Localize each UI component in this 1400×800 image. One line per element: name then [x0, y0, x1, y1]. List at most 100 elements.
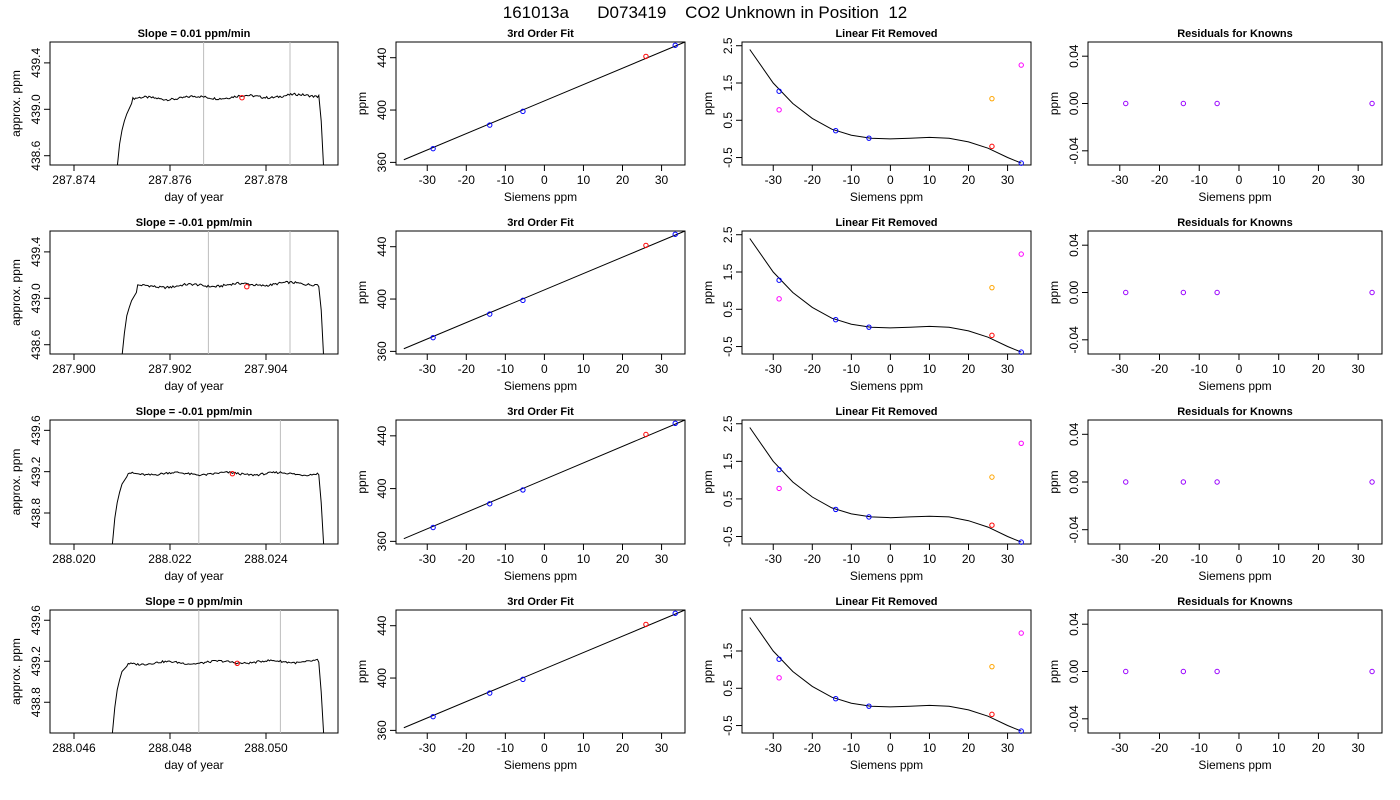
data-point [1018, 349, 1024, 355]
data-point [487, 311, 493, 317]
data-point [520, 676, 526, 683]
figure-title: 161013a D073419 CO2 Unknown in Position … [503, 3, 907, 22]
x-tick-label: -10 [843, 173, 861, 187]
x-tick-label: 0 [1236, 362, 1243, 376]
plot-frame [49, 230, 339, 355]
data-point [487, 122, 493, 128]
x-tick-label: 10 [1272, 552, 1286, 566]
y-tick-label: 360 [375, 341, 389, 361]
data-point [866, 135, 872, 141]
residual-curve [749, 427, 1022, 543]
x-axis-label: Siemens ppm [504, 569, 577, 583]
residuals-panel: Residuals for Knowns -30 -20 -10 0 10 20 30 Siem… [1047, 596, 1383, 772]
x-axis-label: Siemens ppm [504, 758, 577, 772]
plot-frame [49, 419, 339, 545]
residuals-panel: Residuals for Knowns -30 -20 -10 0 10 20 30 Siem… [1047, 406, 1383, 583]
y-axis-label: approx. ppm [9, 70, 23, 137]
time-series-panel: Slope = 0 ppm/min 288.046 288.048 288.050 da… [9, 596, 339, 772]
panel-title: Slope = 0 ppm/min [145, 596, 243, 608]
x-tick-label: 30 [1351, 362, 1365, 376]
y-tick-label: 438.8 [29, 498, 43, 528]
x-tick-label: 10 [1272, 362, 1286, 376]
fit-panel: 3rd Order Fit -30 -20 -10 0 10 20 30 Siemens ppm… [355, 596, 686, 772]
data-point [239, 94, 245, 101]
x-tick-label: 10 [1272, 173, 1286, 187]
data-point [833, 317, 839, 323]
panel-title: Linear Fit Removed [835, 28, 937, 40]
data-point [1018, 728, 1024, 734]
x-tick-label: -10 [843, 362, 861, 376]
x-tick-label: -30 [765, 362, 783, 376]
data-point [776, 296, 782, 302]
data-point [234, 660, 240, 666]
fit-panel: 3rd Order Fit -30 -20 -10 0 10 20 30 Siemens ppm… [355, 217, 686, 393]
x-tick-label: 10 [1272, 741, 1286, 755]
x-tick-label: 20 [616, 362, 630, 376]
y-tick-label: 1.5 [721, 642, 735, 659]
x-tick-label: 0 [541, 552, 548, 566]
y-tick-label: 439.6 [29, 605, 43, 635]
x-tick-label: 288.048 [148, 741, 192, 755]
y-tick-label: -0.04 [1067, 326, 1081, 354]
x-tick-label: -20 [458, 173, 476, 187]
data-point [520, 108, 526, 115]
x-tick-label: 30 [1001, 552, 1015, 566]
x-tick-label: -10 [497, 552, 515, 566]
x-tick-label: -10 [843, 552, 861, 566]
data-point [866, 703, 872, 709]
x-tick-label: 288.050 [244, 741, 288, 755]
y-tick-label: -0.04 [1067, 516, 1081, 544]
x-tick-label: 20 [1312, 362, 1326, 376]
x-tick-label: -10 [1191, 173, 1209, 187]
data-point [776, 277, 782, 283]
y-axis-label: ppm [701, 470, 715, 493]
y-tick-label: 2.5 [721, 226, 735, 243]
data-point [1018, 62, 1024, 68]
data-point [1369, 289, 1375, 296]
data-point [1180, 100, 1187, 107]
plot-frame [395, 609, 686, 734]
x-tick-label: -10 [1191, 362, 1209, 376]
panel-title: Linear Fit Removed [835, 406, 937, 418]
fit-panel: 3rd Order Fit -30 -20 -10 0 10 20 30 Siemens ppm… [355, 28, 686, 204]
x-tick-label: 30 [1351, 173, 1365, 187]
x-axis-label: Siemens ppm [850, 758, 923, 772]
y-tick-label: 2.5 [721, 37, 735, 54]
y-tick-label: -0.5 [721, 336, 735, 357]
x-axis-label: day of year [164, 379, 223, 393]
x-axis-label: Siemens ppm [1198, 190, 1271, 204]
x-tick-label: 30 [655, 173, 669, 187]
data-point [989, 284, 995, 291]
data-point [833, 128, 839, 134]
data-point [989, 711, 995, 718]
x-tick-label: 30 [1351, 552, 1365, 566]
x-axis-label: Siemens ppm [1198, 379, 1271, 393]
plot-frame [1087, 230, 1383, 355]
y-tick-label: 360 [375, 531, 389, 551]
panel-title: 3rd Order Fit [507, 217, 574, 229]
data-point [866, 514, 872, 520]
data-point [776, 466, 782, 473]
data-point [1018, 630, 1024, 636]
residuals-panel: Residuals for Knowns -30 -20 -10 0 10 20 30 Siem… [1047, 217, 1383, 393]
plot-frame [741, 419, 1032, 545]
panel-title: Slope = 0.01 ppm/min [138, 28, 251, 40]
linear-fit-removed-panel: Linear Fit Removed -30 -20 -10 0 10 20 30 Siemen… [701, 217, 1032, 393]
y-tick-label: 0.00 [1067, 280, 1081, 304]
plot-frame [395, 41, 686, 166]
data-point [1214, 668, 1220, 675]
data-point [672, 610, 678, 616]
x-tick-label: 20 [962, 741, 976, 755]
x-tick-label: 30 [1001, 741, 1015, 755]
y-axis-label: ppm [1047, 92, 1061, 115]
data-point [989, 474, 995, 480]
y-tick-label: 400 [375, 100, 389, 120]
x-tick-label: 30 [1001, 362, 1015, 376]
y-tick-label: 360 [375, 152, 389, 172]
time-series-panel: Slope = 0.01 ppm/min 287.874 287.876 287.87… [9, 28, 339, 204]
y-tick-label: 0.5 [721, 112, 735, 129]
y-axis-label: ppm [1047, 281, 1061, 304]
x-tick-label: 0 [1236, 552, 1243, 566]
data-point [672, 42, 678, 48]
time-series-panel: Slope = -0.01 ppm/min 287.900 287.902 287.9… [9, 217, 339, 393]
